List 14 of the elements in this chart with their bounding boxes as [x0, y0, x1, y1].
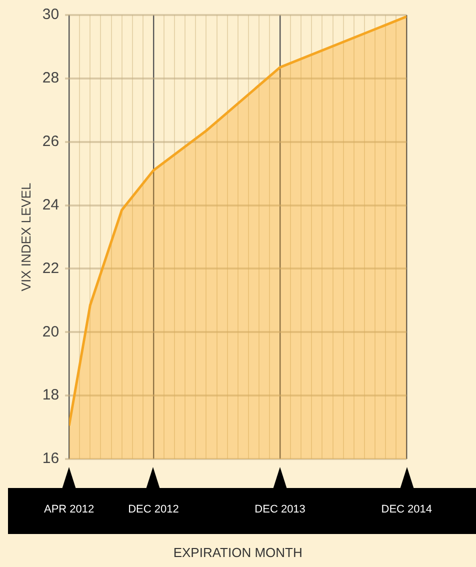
- x-axis-title: EXPIRATION MONTH: [173, 544, 302, 560]
- y-tick-label: 22: [42, 260, 60, 277]
- y-axis-title: VIX INDEX LEVEL: [18, 182, 34, 292]
- x-tick-label: DEC 2014: [381, 504, 432, 516]
- y-tick-label: 30: [42, 6, 60, 24]
- y-tick-label: 20: [42, 323, 60, 340]
- x-tick-label: APR 2012: [44, 504, 94, 516]
- x-tick-label: DEC 2012: [128, 504, 179, 516]
- y-tick-label: 26: [42, 133, 60, 150]
- y-tick-label: 16: [42, 450, 60, 468]
- y-tick-label: 24: [42, 196, 60, 214]
- y-tick-label: 18: [42, 386, 60, 404]
- x-tick-label: DEC 2013: [254, 504, 306, 516]
- y-tick-label: 28: [42, 70, 60, 87]
